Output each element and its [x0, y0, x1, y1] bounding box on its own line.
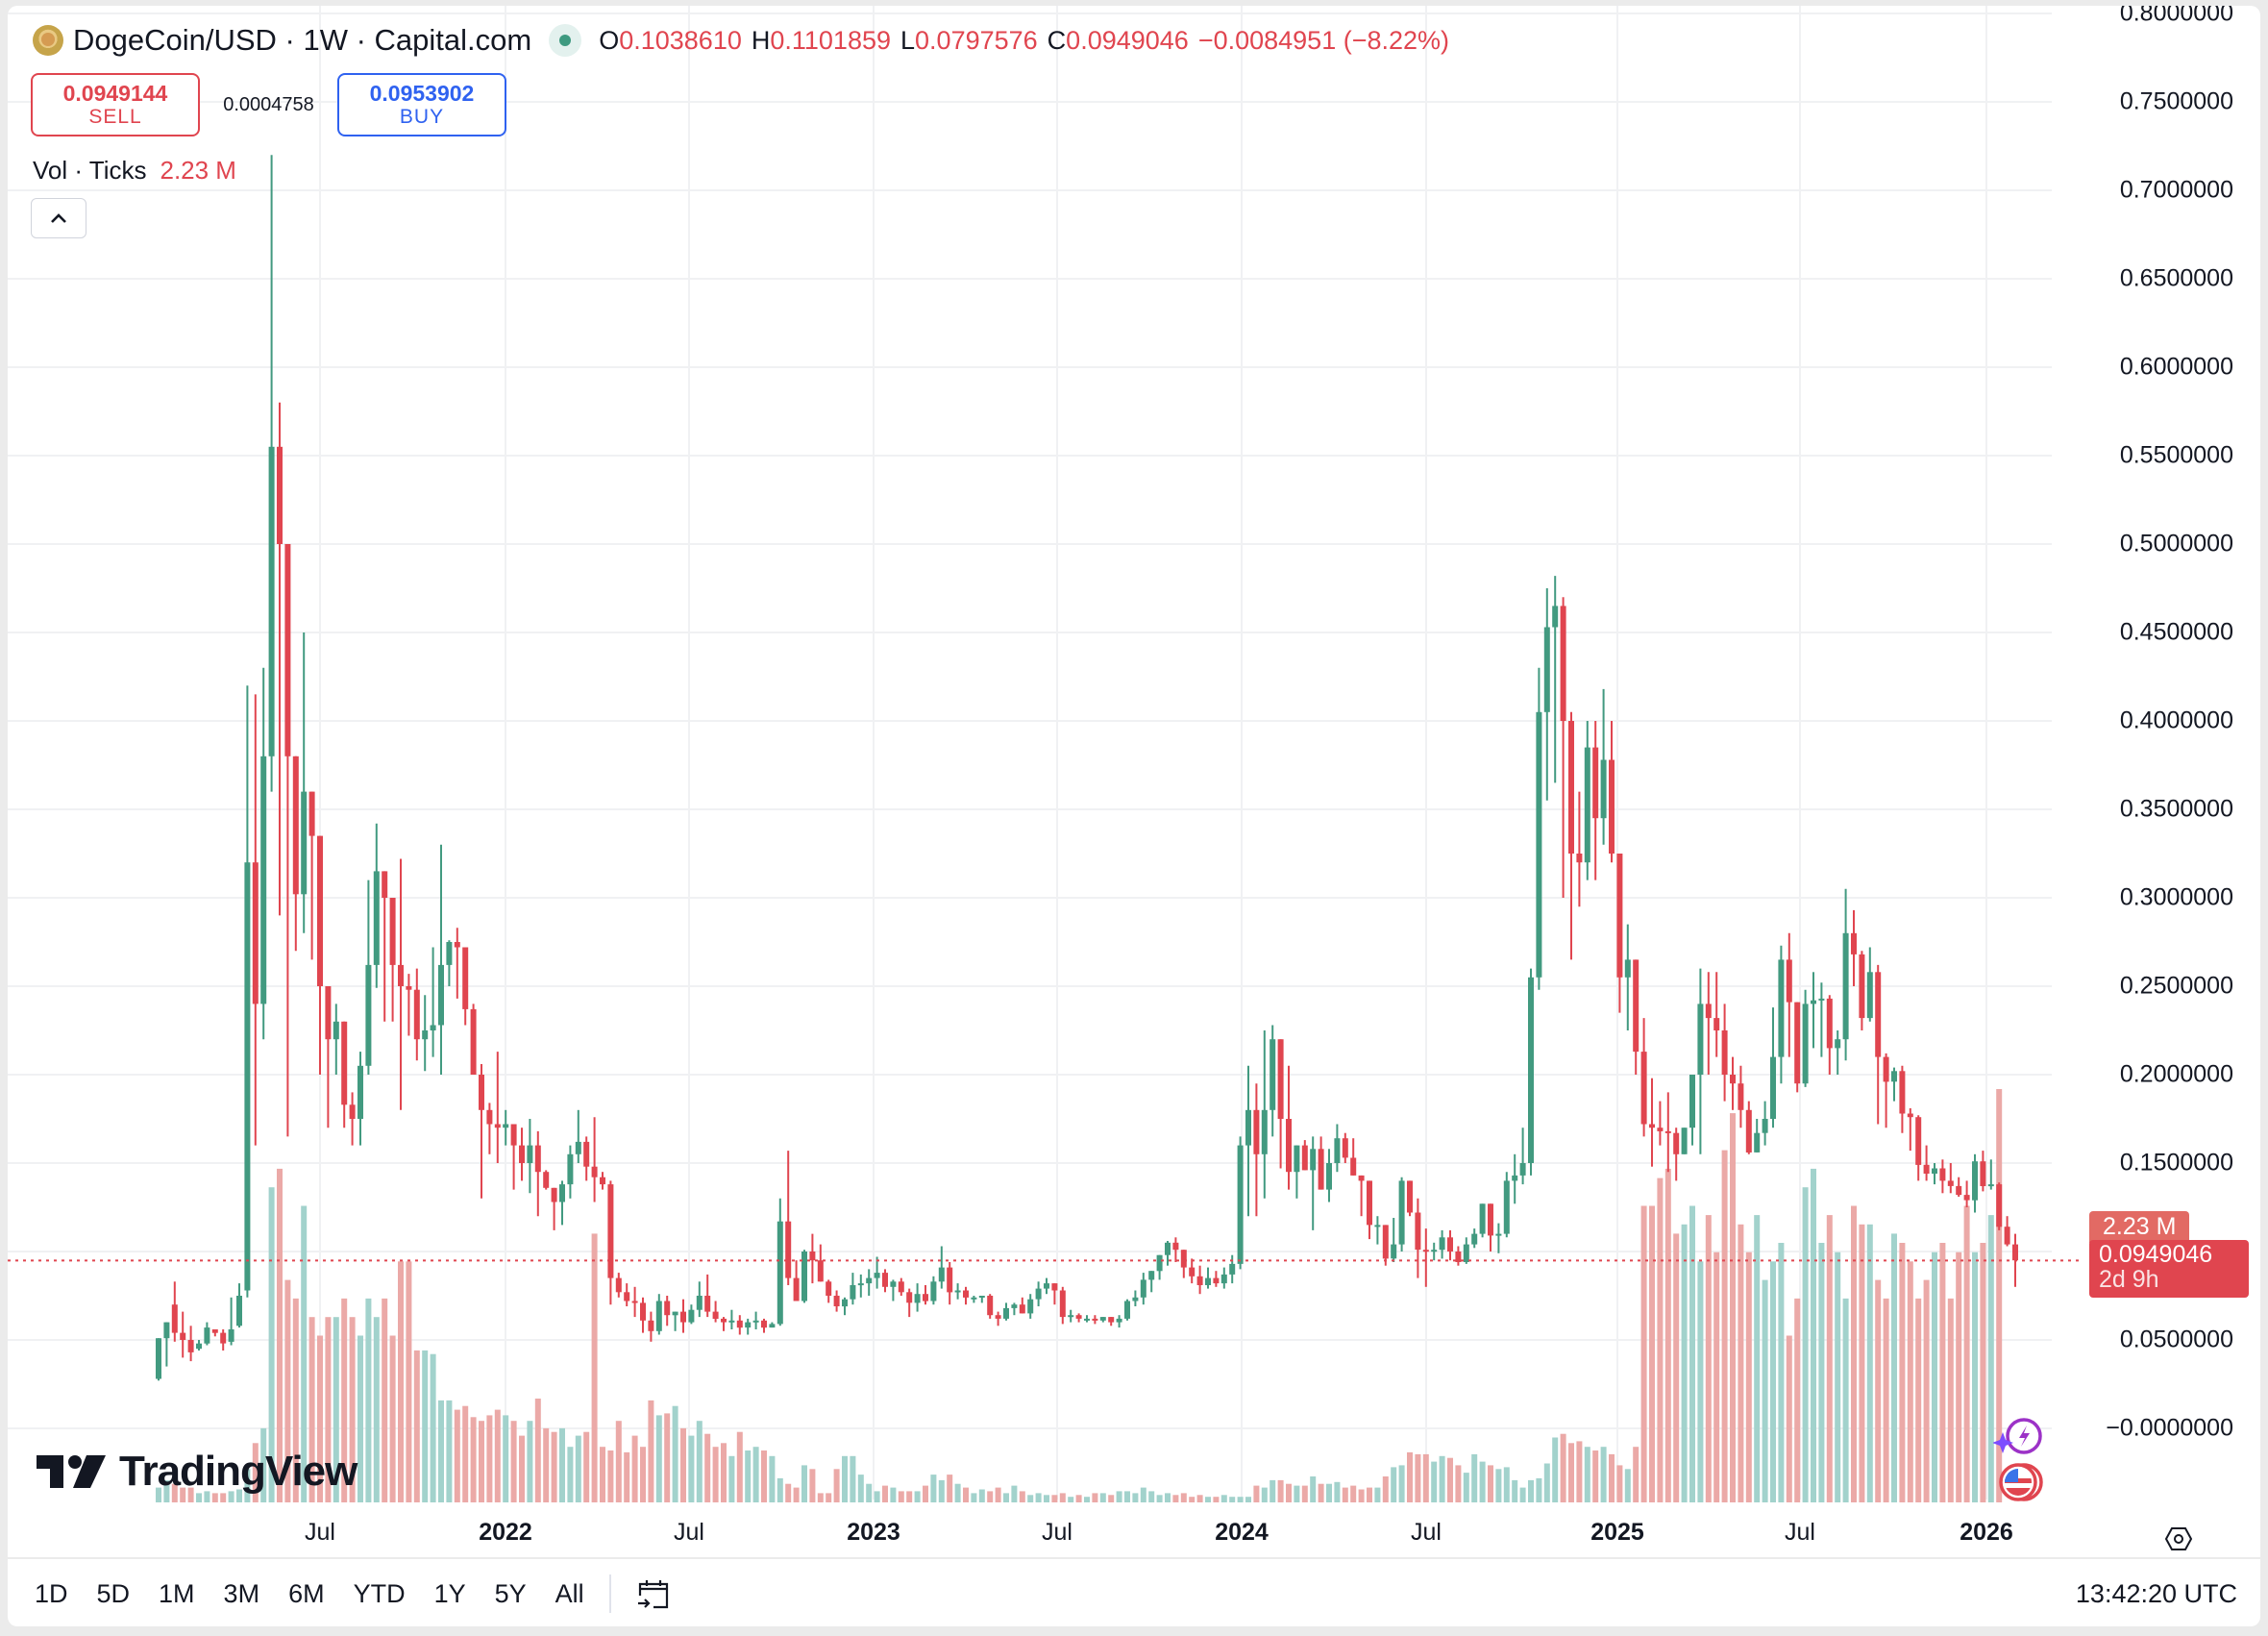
toolbar-divider: [608, 1574, 611, 1613]
range-button-1y[interactable]: 1Y: [433, 1578, 466, 1608]
time-axis-tick: 2024: [1215, 1519, 1269, 1546]
time-axis-tick: Jul: [1042, 1519, 1072, 1546]
bottom-toolbar: 1D 5D 1M 3M 6M YTD 1Y 5Y All 13:42:20 UTC: [8, 1557, 2260, 1626]
range-button-all[interactable]: All: [555, 1578, 584, 1608]
tradingview-logo[interactable]: TradingView: [37, 1448, 357, 1496]
time-axis-tick: 2022: [479, 1519, 532, 1546]
price-axis-tick: 0.5000000: [2119, 530, 2233, 558]
price-chart-canvas[interactable]: [8, 6, 2260, 1557]
trade-panel: 0.0949144 SELL 0.0004758 0.0953902 BUY: [31, 73, 506, 136]
range-selector: 1D 5D 1M 3M 6M YTD 1Y 5Y All: [8, 1579, 584, 1609]
buy-button[interactable]: 0.0953902 BUY: [337, 73, 506, 136]
last-price-tag: 0.0949046 2d 9h: [2089, 1240, 2249, 1298]
tradingview-wordmark: TradingView: [119, 1448, 357, 1495]
buy-price: 0.0953902: [369, 81, 475, 106]
range-button-1d[interactable]: 1D: [35, 1578, 68, 1608]
range-button-5d[interactable]: 5D: [96, 1578, 131, 1608]
volume-last-tag: 2.23 M: [2089, 1211, 2190, 1243]
volume-legend-value: 2.23 M: [160, 156, 236, 185]
price-change: −0.0084951 (−8.22%): [1197, 25, 1450, 55]
sell-button[interactable]: 0.0949144 SELL: [31, 73, 200, 136]
range-button-3m[interactable]: 3M: [223, 1578, 260, 1608]
price-axis-tick: 0.3500000: [2119, 795, 2233, 823]
sell-label: SELL: [88, 106, 142, 128]
collapse-legend-button[interactable]: [31, 198, 86, 238]
volume-legend[interactable]: Vol · Ticks 2.23 M: [33, 156, 236, 186]
chart-card: DogeCoin/USD · 1W · Capital.com O0.10386…: [8, 6, 2260, 1626]
ohlc-values: O0.1038610 H0.1101859 L0.0797576 C0.0949…: [599, 26, 1449, 56]
time-axis-tick: Jul: [305, 1519, 335, 1546]
symbol-legend: DogeCoin/USD · 1W · Capital.com O0.10386…: [33, 23, 1449, 58]
range-button-5y[interactable]: 5Y: [494, 1578, 527, 1608]
dogecoin-logo-icon: [33, 25, 63, 56]
price-axis-tick: 0.7500000: [2119, 87, 2233, 115]
price-axis-tick: 0.8000000: [2119, 6, 2233, 27]
volume-legend-label: Vol · Ticks: [33, 156, 147, 185]
buy-label: BUY: [399, 106, 445, 128]
price-axis-tick: 0.4500000: [2119, 618, 2233, 646]
range-button-ytd[interactable]: YTD: [353, 1578, 406, 1608]
price-axis-tick: 0.4000000: [2119, 706, 2233, 734]
open-key: O: [599, 25, 620, 55]
price-axis-tick: 0.7000000: [2119, 176, 2233, 204]
price-axis-tick: 0.5500000: [2119, 441, 2233, 469]
chevron-up-icon: [51, 213, 66, 223]
last-price-value: 0.0949046: [2099, 1241, 2213, 1268]
time-axis-tick: 2023: [847, 1519, 900, 1546]
range-button-6m[interactable]: 6M: [288, 1578, 325, 1608]
range-button-1m[interactable]: 1M: [159, 1578, 195, 1608]
sell-price: 0.0949144: [62, 81, 168, 106]
high-value: 0.1101859: [770, 25, 891, 55]
us-economic-event-icon[interactable]: [1995, 1461, 2049, 1503]
go-to-date-icon[interactable]: [634, 1574, 673, 1613]
price-axis-tick: 0.2500000: [2119, 972, 2233, 1000]
price-axis-tick: 0.2000000: [2119, 1060, 2233, 1088]
time-axis-tick: 2026: [1960, 1519, 2013, 1546]
spread-value: 0.0004758: [223, 93, 314, 115]
time-axis-tick: 2025: [1590, 1519, 1644, 1546]
settings-hexagon-icon[interactable]: [2164, 1524, 2193, 1553]
low-key: L: [900, 25, 916, 55]
close-key: C: [1047, 25, 1067, 55]
low-value: 0.0797576: [915, 25, 1038, 55]
price-axis-tick: 0.6500000: [2119, 264, 2233, 292]
high-key: H: [751, 25, 771, 55]
bar-countdown: 2d 9h: [2099, 1266, 2159, 1293]
price-axis-tick: 0.0500000: [2119, 1326, 2233, 1353]
close-value: 0.0949046: [1066, 25, 1189, 55]
symbol-title[interactable]: DogeCoin/USD · 1W · Capital.com: [73, 23, 532, 57]
time-axis-tick: Jul: [1785, 1519, 1815, 1546]
ai-lightning-icon[interactable]: [1993, 1415, 2043, 1461]
price-axis-tick: 0.3000000: [2119, 883, 2233, 911]
price-axis-tick: 0.6000000: [2119, 353, 2233, 381]
market-open-status-icon[interactable]: [549, 24, 582, 57]
price-axis-tick: 0.1500000: [2119, 1149, 2233, 1177]
tradingview-mark-icon: [37, 1455, 106, 1488]
time-axis-tick: Jul: [674, 1519, 704, 1546]
clock-utc[interactable]: 13:42:20 UTC: [2075, 1578, 2237, 1608]
open-value: 0.1038610: [619, 25, 742, 55]
time-axis-tick: Jul: [1411, 1519, 1442, 1546]
price-axis-tick: −0.0000000: [2106, 1414, 2233, 1442]
